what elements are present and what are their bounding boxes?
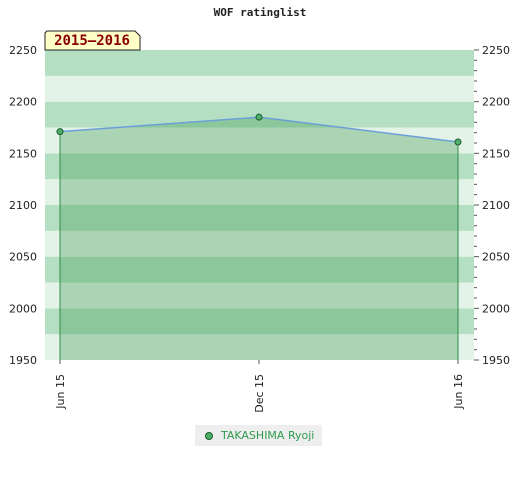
grid-band [45,256,474,283]
legend-marker-icon [205,431,213,440]
x-tick-label: Jun 16 [452,374,465,410]
x-axis: Jun 15 Dec 15 Jun 16 [54,360,465,413]
grid-band [45,179,474,205]
grid-band [45,230,474,257]
y-tick-label-right: 2150 [482,147,510,160]
data-point[interactable] [454,138,462,146]
grid-band [45,153,474,180]
y-tick-label-left: 2000 [9,302,37,315]
grid-band [45,334,474,360]
grid-band [45,282,474,309]
y-tick-label-right: 2050 [482,251,510,264]
grid-band [45,127,474,154]
y-tick-label-right: 2000 [482,302,510,315]
legend[interactable]: TAKASHIMA Ryoji [195,425,323,446]
x-tick-label: Dec 15 [253,374,266,413]
y-tick-label-left: 2250 [9,44,37,57]
y-tick-label-right: 2100 [482,199,510,212]
y-tick-label-right: 2250 [482,44,510,57]
legend-series-name: TAKASHIMA Ryoji [221,429,315,442]
series-points-layer [56,113,462,146]
y-tick-label-right: 1950 [482,354,510,367]
data-point[interactable] [255,113,263,121]
y-tick-label-left: 1950 [9,354,37,367]
y-tick-label-left: 2150 [9,147,37,160]
period-badge-label: 2015–2016 [54,33,130,49]
x-tick-label: Jun 15 [54,374,67,410]
background-bands [45,50,474,360]
y-tick-label-left: 2050 [9,251,37,264]
y-tick-label-left: 2100 [9,199,37,212]
y-axis-right: 1950 2000 2050 2100 2150 2200 2250 [474,44,510,367]
area-fill-layer [59,117,459,361]
series-area [60,117,458,361]
grid-band [45,50,474,76]
data-point[interactable] [56,128,64,136]
y-axis-left: 1950 2000 2050 2100 2150 2200 2250 [9,44,37,367]
chart-title: WOF ratinglist [214,6,307,19]
y-tick-label-left: 2200 [9,96,37,109]
period-badge: 2015–2016 [44,30,141,51]
period-badge-box [44,30,141,51]
grid-band [45,75,474,102]
y-tick-label-right: 2200 [482,96,510,109]
grid-band [45,205,474,231]
grid-band [45,308,474,335]
